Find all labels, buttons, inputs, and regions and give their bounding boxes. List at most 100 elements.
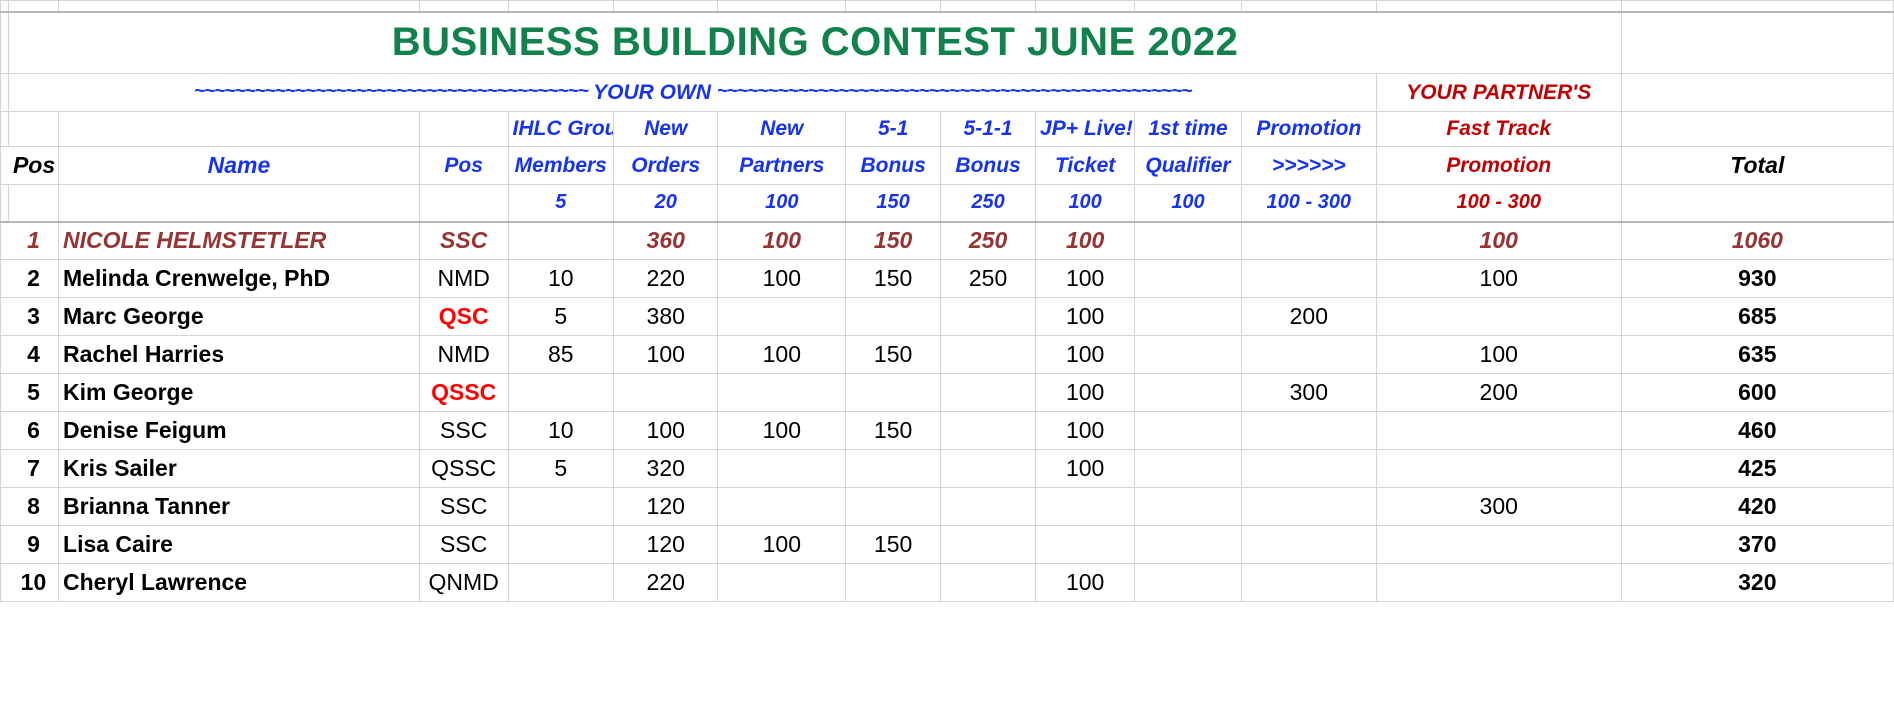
row-new-orders: 100 <box>613 411 719 450</box>
row-first-time-qualifier <box>1134 221 1242 260</box>
pts-orders: 20 <box>613 184 719 223</box>
row-511-bonus <box>940 297 1037 336</box>
hdr1-pos <box>8 111 60 147</box>
row-total: 930 <box>1620 259 1894 298</box>
sliver-cell-4 <box>507 0 615 13</box>
row-jp-live-ticket: 100 <box>1035 297 1136 336</box>
row-rank: QNMD <box>418 563 509 602</box>
row-511-bonus <box>940 335 1037 374</box>
hdr1-first-time-qualifier: 1st time <box>1134 111 1242 147</box>
row-fast-track-promotion <box>1375 525 1622 564</box>
table-row[interactable]: 1 NICOLE HELMSTETLER SSC 360 100 150 250 100 100… <box>0 221 1894 260</box>
hdr2-partners: Partners <box>717 146 847 185</box>
row-511-bonus: 250 <box>940 259 1037 298</box>
table-row[interactable]: 8 Brianna Tanner SSC 120 300 420 <box>0 487 1894 526</box>
row-first-time-qualifier <box>1134 411 1242 450</box>
table-row[interactable]: 4 Rachel Harries NMD 85 100 100 150 100 100 635 <box>0 335 1894 374</box>
row-new-partners: 100 <box>717 411 847 450</box>
row-first-time-qualifier <box>1134 449 1242 488</box>
section-band-row: ~~~~~~~~~~~~~~~~~~~~~~~~~~~~~~~~~~~~~~~ … <box>0 73 1894 112</box>
row-position: 5 <box>8 373 60 412</box>
row-gutter <box>0 525 9 564</box>
row-promotion: 300 <box>1240 373 1377 412</box>
hdr1-rank <box>418 111 509 147</box>
hdr2-pos: Pos <box>8 146 60 185</box>
row-new-partners <box>717 487 847 526</box>
table-row[interactable]: 9 Lisa Caire SSC 120 100 150 370 <box>0 525 1894 564</box>
row-fast-track-promotion <box>1375 563 1622 602</box>
table-row[interactable]: 10 Cheryl Lawrence QNMD 220 100 320 <box>0 563 1894 602</box>
hdr2-members: Members <box>507 146 615 185</box>
row-51-bonus: 150 <box>845 525 942 564</box>
header-row-line2: Pos Name Pos Members Orders Partners Bon… <box>0 146 1894 185</box>
row-51-bonus <box>845 373 942 412</box>
row-new-partners <box>717 297 847 336</box>
table-row[interactable]: 7 Kris Sailer QSSC 5 320 100 425 <box>0 449 1894 488</box>
title-gutter <box>0 11 9 74</box>
row-gutter <box>0 449 9 488</box>
row-new-orders: 220 <box>613 259 719 298</box>
row-fast-track-promotion <box>1375 449 1622 488</box>
row-rank: NMD <box>418 335 509 374</box>
row-fast-track-promotion: 100 <box>1375 259 1622 298</box>
sliver-cell-3 <box>418 0 509 13</box>
row-fast-track-promotion: 100 <box>1375 335 1622 374</box>
row-first-time-qualifier <box>1134 259 1242 298</box>
your-own-label: YOUR OWN <box>593 80 711 104</box>
row-rank: NMD <box>418 259 509 298</box>
hdr1-51-bonus: 5-1 <box>845 111 942 147</box>
table-row[interactable]: 2 Melinda Crenwelge, PhD NMD 10 220 100 150 250… <box>0 259 1894 298</box>
pts-total <box>1620 184 1894 223</box>
row-51-bonus: 150 <box>845 411 942 450</box>
row-jp-live-ticket: 100 <box>1035 221 1136 260</box>
hdr1-ihlc-group: IHLC Group <box>507 111 615 147</box>
row-first-time-qualifier <box>1134 297 1242 336</box>
row-name: Rachel Harries <box>58 335 420 374</box>
row-promotion <box>1240 335 1377 374</box>
hdr2-total: Total <box>1620 146 1894 185</box>
row-first-time-qualifier <box>1134 487 1242 526</box>
hdr2-orders: Orders <box>613 146 719 185</box>
table-row[interactable]: 3 Marc George QSC 5 380 100 200 685 <box>0 297 1894 336</box>
hdr2-promotion: Promotion <box>1375 146 1622 185</box>
row-gutter <box>0 373 9 412</box>
row-promotion <box>1240 221 1377 260</box>
row-new-orders: 320 <box>613 449 719 488</box>
row-gutter <box>0 297 9 336</box>
title-row: BUSINESS BUILDING CONTEST JUNE 2022 <box>0 11 1894 74</box>
sliver-cell-2 <box>58 0 420 13</box>
row-position: 4 <box>8 335 60 374</box>
row-jp-live-ticket: 100 <box>1035 411 1136 450</box>
row-name: Denise Feigum <box>58 411 420 450</box>
hdr2-qualifier: Qualifier <box>1134 146 1242 185</box>
row-ihlc-members <box>507 525 615 564</box>
row-first-time-qualifier <box>1134 563 1242 602</box>
pts-members: 5 <box>507 184 615 223</box>
row-new-orders: 120 <box>613 525 719 564</box>
sliver-cell-9 <box>1035 0 1136 13</box>
row-rank: SSC <box>418 411 509 450</box>
sliver-cell-12 <box>1375 0 1622 13</box>
row-fast-track-promotion <box>1375 297 1622 336</box>
hdr1-fast-track: Fast Track <box>1375 111 1622 147</box>
your-own-band: ~~~~~~~~~~~~~~~~~~~~~~~~~~~~~~~~~~~~~~~ … <box>8 73 1377 112</box>
row-51-bonus <box>845 563 942 602</box>
hdr2-51-bonus: Bonus <box>845 146 942 185</box>
table-row[interactable]: 6 Denise Feigum SSC 10 100 100 150 100 460 <box>0 411 1894 450</box>
row-total: 1060 <box>1620 221 1894 260</box>
row-name: Marc George <box>58 297 420 336</box>
sliver-cell-5 <box>613 0 719 13</box>
row-ihlc-members: 5 <box>507 449 615 488</box>
row-new-orders <box>613 373 719 412</box>
row-511-bonus <box>940 487 1037 526</box>
row-total: 320 <box>1620 563 1894 602</box>
row-promotion <box>1240 525 1377 564</box>
row-new-partners <box>717 563 847 602</box>
sliver-cell-6 <box>717 0 847 13</box>
row-511-bonus: 250 <box>940 221 1037 260</box>
row-ihlc-members: 85 <box>507 335 615 374</box>
row-51-bonus: 150 <box>845 221 942 260</box>
row-51-bonus <box>845 487 942 526</box>
table-row[interactable]: 5 Kim George QSSC 100 300 200 600 <box>0 373 1894 412</box>
row-position: 3 <box>8 297 60 336</box>
